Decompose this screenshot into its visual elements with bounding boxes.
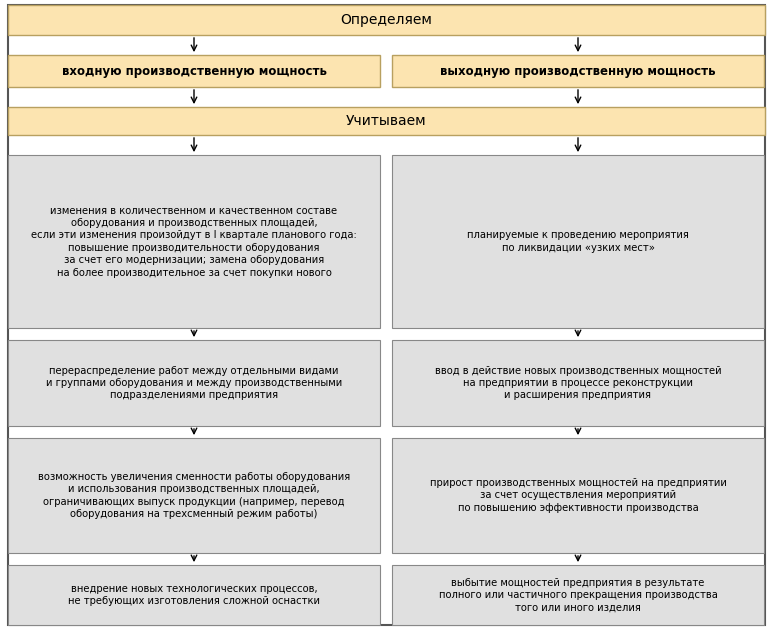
- Bar: [8, 5, 765, 35]
- Text: внедрение новых технологических процессов,
не требующих изготовления сложной осн: внедрение новых технологических процессо…: [68, 584, 320, 606]
- Bar: [8, 155, 380, 328]
- Text: ввод в действие новых производственных мощностей
на предприятии в процессе рекон: ввод в действие новых производственных м…: [434, 365, 721, 401]
- Text: Учитываем: Учитываем: [346, 114, 427, 128]
- Text: перераспределение работ между отдельными видами
и группами оборудования и между : перераспределение работ между отдельными…: [46, 365, 342, 401]
- Bar: [392, 155, 764, 328]
- Bar: [392, 55, 764, 87]
- Text: входную производственную мощность: входную производственную мощность: [62, 64, 326, 78]
- Bar: [392, 565, 764, 625]
- Bar: [8, 438, 380, 553]
- Bar: [8, 107, 765, 135]
- Bar: [8, 565, 380, 625]
- Text: планируемые к проведению мероприятия
по ликвидации «узких мест»: планируемые к проведению мероприятия по …: [467, 230, 689, 252]
- Bar: [392, 438, 764, 553]
- Text: прирост производственных мощностей на предприятии
за счет осуществления мероприя: прирост производственных мощностей на пр…: [430, 478, 727, 513]
- Text: выходную производственную мощность: выходную производственную мощность: [440, 64, 716, 78]
- Bar: [8, 55, 380, 87]
- Bar: [8, 340, 380, 426]
- Text: выбытие мощностей предприятия в результате
полного или частичного прекращения пр: выбытие мощностей предприятия в результа…: [438, 577, 717, 613]
- Text: Определяем: Определяем: [341, 13, 432, 27]
- Text: возможность увеличения сменности работы оборудования
и использования производств: возможность увеличения сменности работы …: [38, 472, 350, 519]
- Bar: [392, 340, 764, 426]
- Text: изменения в количественном и качественном составе
оборудования и производственны: изменения в количественном и качественно…: [31, 206, 357, 278]
